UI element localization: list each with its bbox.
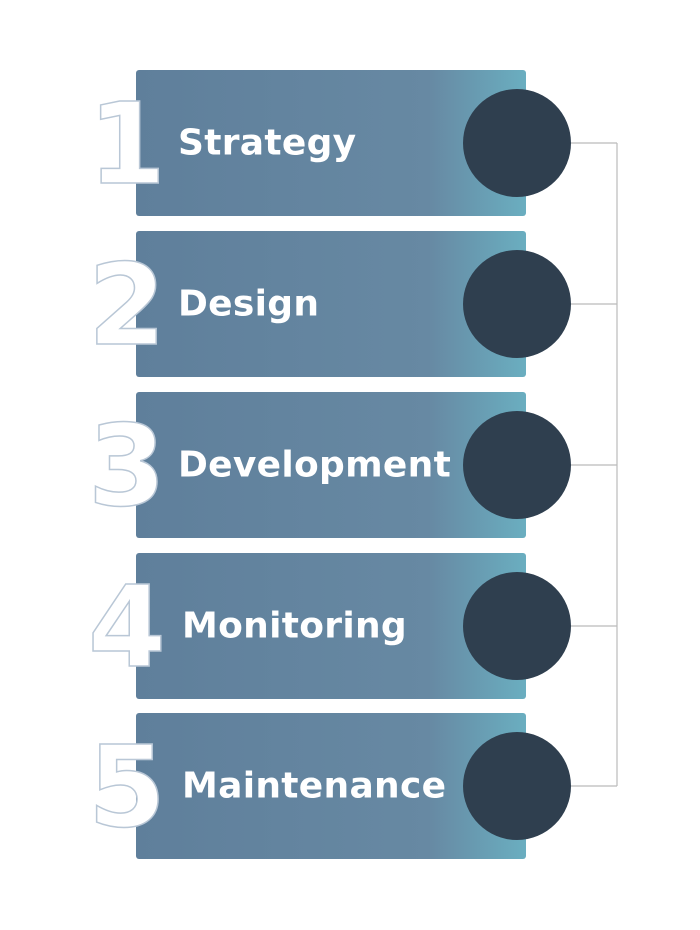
- step-box-strategy: Strategy: [136, 70, 526, 216]
- step-box-maintenance: Maintenance: [136, 713, 526, 859]
- step-number-5: 5: [87, 723, 166, 853]
- step-box-development: Development: [136, 392, 526, 538]
- step-label-monitoring: Monitoring: [182, 605, 407, 647]
- step-label-design: Design: [178, 283, 320, 325]
- step-circle-4: [463, 572, 571, 680]
- step-number-1: 1: [87, 80, 166, 210]
- step-circle-1: [463, 89, 571, 197]
- step-circle-3: [463, 411, 571, 519]
- step-number-4: 4: [87, 563, 166, 693]
- step-box-design: Design: [136, 231, 526, 377]
- step-circle-5: [463, 732, 571, 840]
- step-box-monitoring: Monitoring: [136, 553, 526, 699]
- step-circle-2: [463, 250, 571, 358]
- step-number-3: 3: [87, 402, 166, 532]
- step-label-development: Development: [178, 444, 452, 486]
- step-label-maintenance: Maintenance: [182, 765, 447, 807]
- step-label-strategy: Strategy: [178, 122, 357, 164]
- step-number-2: 2: [87, 241, 166, 371]
